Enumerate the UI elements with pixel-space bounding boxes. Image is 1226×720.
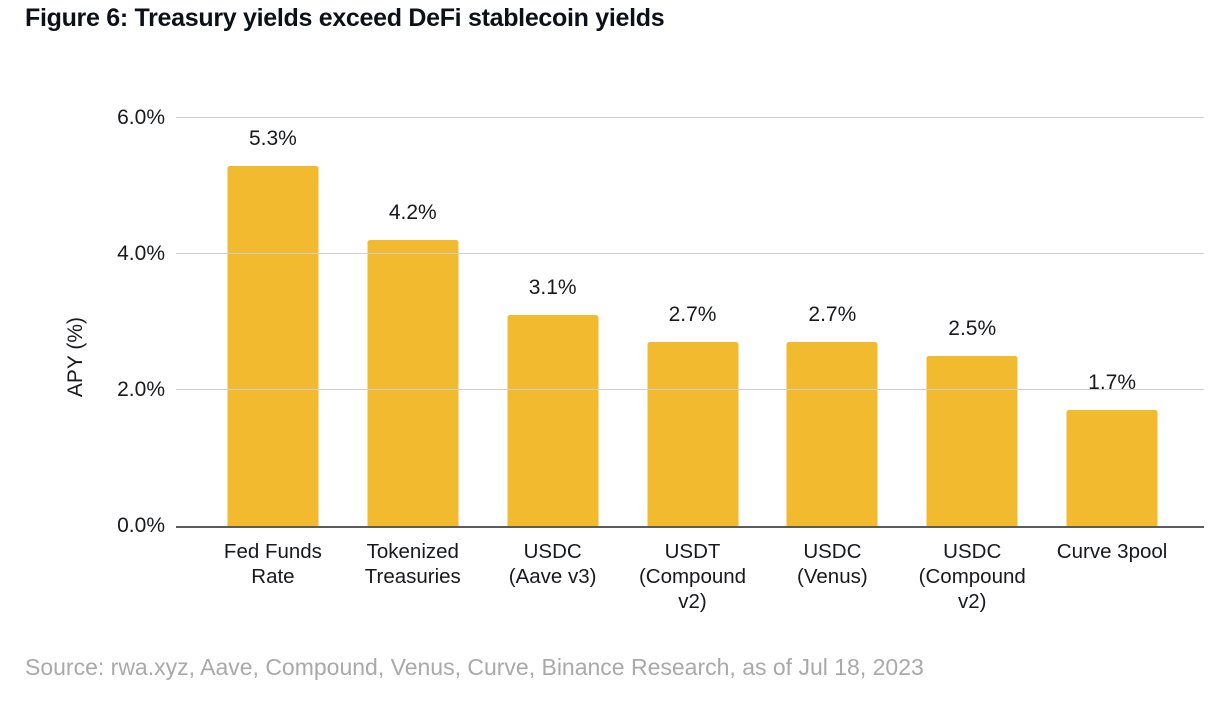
bar-value-label: 2.7%	[808, 303, 857, 327]
x-category-label: USDC (Venus)	[797, 540, 868, 588]
bar-slot: 3.1% USDC (Aave v3)	[483, 118, 623, 588]
source-note: Source: rwa.xyz, Aave, Compound, Venus, …	[25, 654, 924, 680]
bar	[1066, 410, 1158, 526]
bar	[507, 315, 599, 526]
y-tick-label: 0.0%	[117, 514, 165, 537]
bar-value-label: 5.3%	[248, 126, 297, 150]
bar-slot: 4.2% Tokenized Treasuries	[343, 118, 483, 588]
gridline	[176, 389, 1204, 391]
gridline	[176, 253, 1204, 255]
bar-value-label: 3.1%	[528, 276, 577, 300]
bar	[786, 342, 878, 526]
bar-value-label: 2.7%	[668, 303, 717, 327]
bar-value-label: 1.7%	[1088, 371, 1137, 395]
x-category-label: USDC (Aave v3)	[508, 540, 597, 588]
x-category-label: USDC (Compound v2)	[918, 540, 1026, 613]
bar	[367, 240, 459, 526]
y-tick-label: 6.0%	[117, 106, 165, 129]
x-category-label: Fed Funds Rate	[223, 540, 322, 588]
bars: 5.3% Fed Funds Rate 4.2% Tokenized Treasuri…	[176, 118, 1204, 613]
y-tick-label: 4.0%	[117, 242, 165, 266]
figure-title: Figure 6: Treasury yields exceed DeFi st…	[25, 4, 665, 32]
bar-slot: 2.7% USDC (Venus)	[762, 118, 902, 588]
bar-value-label: 2.5%	[948, 317, 997, 340]
bar	[926, 356, 1018, 526]
bar-slot: 2.5% USDC (Compound v2)	[902, 118, 1042, 613]
bar-slot: 5.3% Fed Funds Rate	[203, 118, 343, 588]
y-tick-label: 2.0%	[117, 378, 165, 402]
gridline	[176, 117, 1204, 118]
bar-slot: 2.7% USDT (Compound v2)	[623, 118, 763, 613]
bar-chart: APY (%) 5.3% Fed Funds Rate 4.2% Tokenized …	[64, 106, 1204, 613]
bar	[227, 165, 319, 526]
x-category-label: Curve 3pool	[1056, 540, 1168, 563]
bar-slot: 1.7% Curve 3pool	[1042, 118, 1182, 563]
bar-value-label: 4.2%	[388, 201, 437, 225]
x-category-label: USDT (Compound v2)	[638, 540, 747, 613]
x-category-label: Tokenized Treasuries	[364, 540, 461, 588]
bar	[647, 342, 738, 526]
